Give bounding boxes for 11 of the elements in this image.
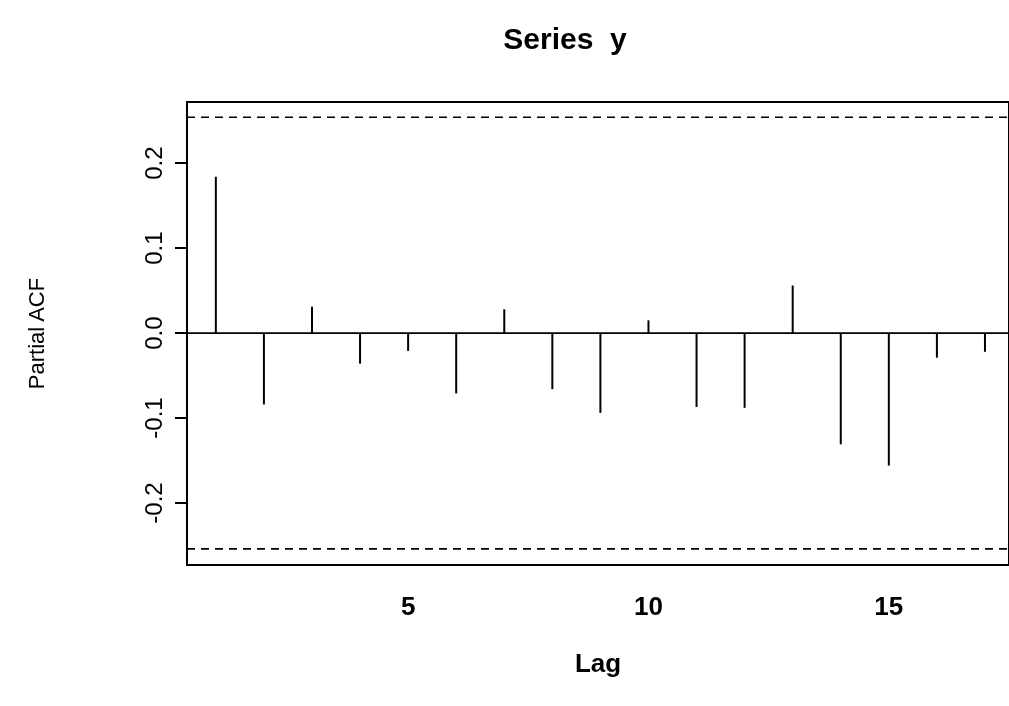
x-tick-label: 15 xyxy=(874,591,904,621)
y-tick-label: 0.1 xyxy=(139,231,167,265)
chart-title: Series y xyxy=(503,21,628,55)
y-axis-title: Partial ACF xyxy=(23,277,49,390)
x-axis-title: Lag xyxy=(574,648,622,678)
y-tick-label: 0.2 xyxy=(139,146,167,180)
y-tick-label: -0.1 xyxy=(139,397,167,439)
y-tick-label: 0.0 xyxy=(139,316,167,350)
y-tick-label: -0.2 xyxy=(139,482,167,524)
x-tick-label: 5 xyxy=(400,591,416,621)
x-tick-label: 10 xyxy=(634,591,663,621)
